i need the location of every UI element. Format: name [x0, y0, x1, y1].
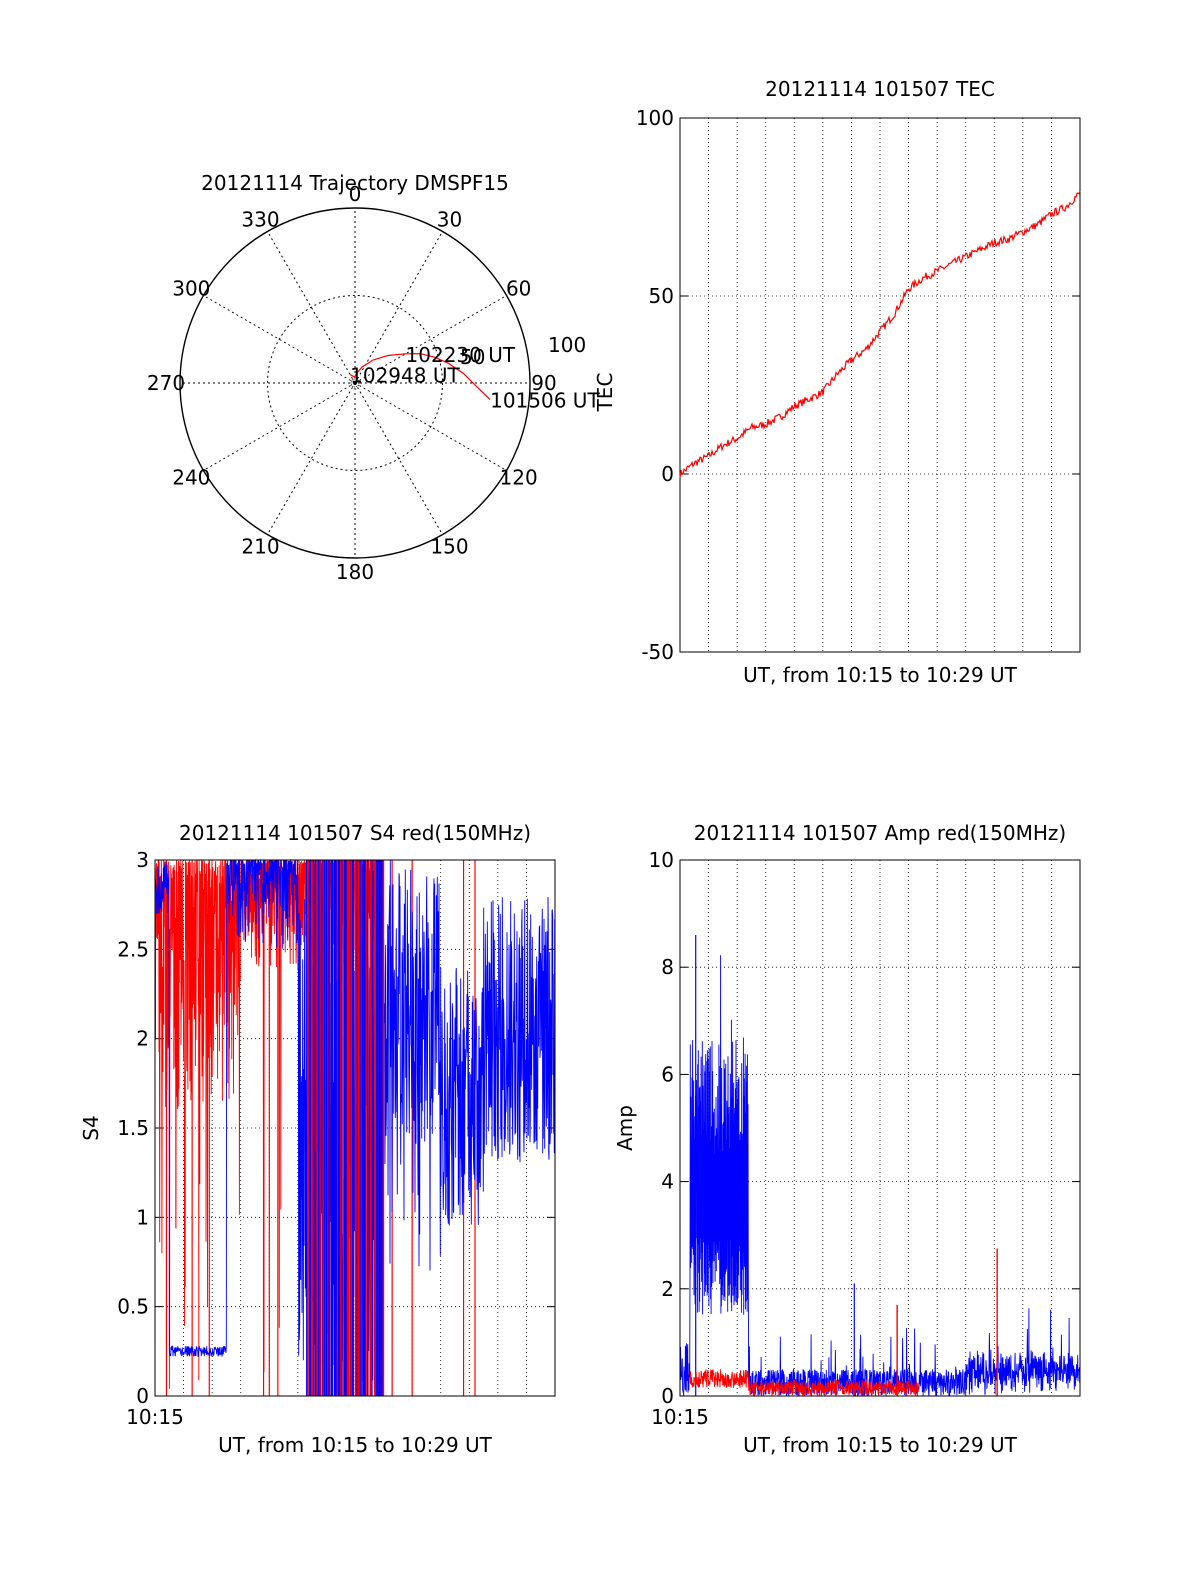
- y-tick-label: 0: [661, 462, 674, 486]
- trajectory-chart: 20121114 Trajectory DMSPF15 0 30 60 90 120 15…: [147, 171, 601, 584]
- azimuth-label-210: 210: [241, 535, 279, 559]
- polar-spoke-120: [354, 382, 507, 471]
- y-tick-label: 6: [661, 1062, 674, 1086]
- polar-spoke-210: [267, 382, 356, 535]
- y-tick-label: 4: [661, 1170, 674, 1194]
- y-tick-label: 8: [661, 955, 674, 979]
- y-tick-label: 1: [136, 1205, 149, 1229]
- polar-azimuth-labels: 0 30 60 90 120 150 180 210 240 270 300 330: [147, 182, 557, 584]
- amp-grid: [680, 859, 1080, 1397]
- azimuth-label-270: 270: [147, 371, 185, 395]
- tec-plot-frame: [679, 117, 1081, 653]
- trajectory-line: [349, 353, 491, 401]
- tec-y-axis-label: TEC: [593, 373, 617, 413]
- azimuth-label-30: 30: [437, 207, 462, 231]
- amp-x-start-label: 10:15: [651, 1405, 709, 1429]
- radial-label-100: 100: [548, 333, 586, 357]
- y-tick-label: 10: [649, 848, 674, 872]
- polar-ring-50: [267, 295, 443, 471]
- y-tick-label: 0.5: [117, 1295, 149, 1319]
- tec-series-line: [679, 190, 1081, 478]
- s4-series: [154, 858, 556, 1396]
- s4-title: 20121114 101507 S4 red(150MHz): [179, 821, 531, 845]
- y-tick-label: 2: [136, 1027, 149, 1051]
- tec-grid: [680, 117, 1080, 653]
- s4-plot-frame: [154, 859, 556, 1397]
- y-tick-label: 100: [636, 106, 674, 130]
- polar-grid: [179, 207, 531, 559]
- azimuth-label-120: 120: [500, 466, 538, 490]
- s4-x-axis-label: UT, from 10:15 to 10:29 UT: [218, 1433, 493, 1457]
- tec-title: 20121114 101507 TEC: [765, 77, 995, 101]
- trajectory-annotation-2: 102948 UT: [350, 364, 460, 388]
- s4-x-start-label: 10:15: [126, 1405, 184, 1429]
- trajectory-annotation-1: 102230 UT: [406, 343, 516, 367]
- y-tick-label: 2: [661, 1277, 674, 1301]
- trajectory-annotation-0: 101506 UT: [490, 389, 600, 413]
- polar-outer-ring: [179, 207, 531, 559]
- azimuth-label-90: 90: [531, 371, 556, 395]
- polar-spoke-150: [354, 382, 443, 535]
- radial-label-50: 50: [460, 345, 485, 369]
- azimuth-label-180: 180: [336, 560, 374, 584]
- s4-chart: 20121114 101507 S4 red(150MHz) 0 0.5 1 1.5 2…: [79, 821, 556, 1457]
- amp-chart: 20121114 101507 Amp red(150MHz) 0246810 …: [613, 821, 1081, 1457]
- amp-title: 20121114 101507 Amp red(150MHz): [694, 821, 1066, 845]
- polar-spoke-330: [267, 231, 356, 384]
- y-tick-label: 0: [661, 1384, 674, 1408]
- azimuth-label-150: 150: [430, 535, 468, 559]
- amp-red-series: [689, 1369, 920, 1398]
- amp-series: [679, 935, 1081, 1398]
- polar-spoke-240: [203, 382, 356, 471]
- amp-y-axis-label: Amp: [613, 1105, 637, 1151]
- tec-y-tick-labels: -50 0 50 100: [636, 106, 674, 664]
- y-tick-label: 2.5: [117, 937, 149, 961]
- tec-chart: 20121114 101507 TEC -50 0 50 100 UT, from 1…: [593, 77, 1081, 687]
- trajectory-title: 20121114 Trajectory DMSPF15: [201, 171, 509, 195]
- amp-blue-series: [679, 955, 1081, 1397]
- azimuth-label-240: 240: [172, 466, 210, 490]
- azimuth-label-330: 330: [241, 207, 279, 231]
- s4-y-tick-labels: 0 0.5 1 1.5 2 2.5 3: [117, 848, 149, 1408]
- azimuth-label-60: 60: [506, 277, 531, 301]
- s4-y-axis-label: S4: [79, 1115, 103, 1140]
- y-tick-label: 1.5: [117, 1116, 149, 1140]
- y-tick-label: -50: [641, 640, 674, 664]
- amp-x-axis-label: UT, from 10:15 to 10:29 UT: [743, 1433, 1018, 1457]
- amp-plot-frame: [679, 859, 1081, 1397]
- polar-spoke-30: [354, 231, 443, 384]
- azimuth-label-0: 0: [349, 182, 362, 206]
- polar-spoke-60: [354, 295, 507, 384]
- y-tick-label: 3: [136, 848, 149, 872]
- tec-x-axis-label: UT, from 10:15 to 10:29 UT: [743, 663, 1018, 687]
- y-tick-label: 50: [649, 284, 674, 308]
- polar-center: [350, 378, 360, 388]
- azimuth-label-300: 300: [172, 277, 210, 301]
- amp-y-tick-labels: 0 2 4 6 8 10: [649, 848, 674, 1408]
- y-tick-label: 0: [136, 1384, 149, 1408]
- polar-spoke-300: [203, 295, 356, 384]
